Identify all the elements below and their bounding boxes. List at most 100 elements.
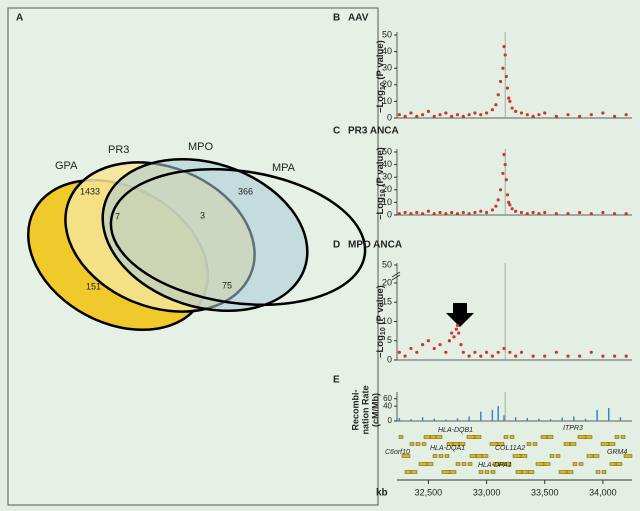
- gene-block: [484, 470, 490, 474]
- gene-block: [532, 442, 538, 446]
- arrow: [446, 303, 474, 327]
- y-tick-label: 40: [383, 401, 392, 410]
- y-tick-label: 40: [382, 159, 392, 169]
- gene-block: [441, 470, 451, 474]
- gene-block: [546, 435, 554, 439]
- point: [525, 113, 529, 117]
- gene-label: HLA-DQB1: [438, 427, 473, 434]
- point: [624, 113, 628, 117]
- set-label: GPA: [55, 160, 78, 172]
- gene-block: [595, 470, 601, 474]
- point: [415, 114, 419, 118]
- gene-block: [614, 435, 620, 439]
- gene-block: [620, 435, 626, 439]
- point: [444, 212, 448, 216]
- gene-block: [601, 470, 607, 474]
- gene-label: C6orf10: [385, 449, 410, 456]
- point: [504, 74, 508, 79]
- gene-block: [446, 442, 454, 446]
- point: [519, 111, 524, 115]
- gene-block: [592, 454, 600, 458]
- point: [503, 53, 507, 57]
- point: [403, 210, 407, 215]
- gene-block: [418, 462, 428, 466]
- point: [455, 323, 460, 327]
- gene-block: [549, 454, 555, 458]
- x-tick-label: 34,000: [589, 487, 617, 497]
- y-axis-label: –Log10 (P value): [375, 40, 387, 113]
- y-axis-label: Recombi-: [350, 389, 360, 430]
- point: [397, 113, 401, 117]
- gene-block: [558, 470, 568, 474]
- gene-block: [503, 435, 509, 439]
- gene-block: [410, 470, 418, 474]
- point: [397, 350, 401, 354]
- y-tick-label: 50: [382, 146, 392, 156]
- panel-label: E: [333, 375, 340, 386]
- panel-label: C: [333, 126, 340, 137]
- point: [525, 212, 529, 216]
- point: [403, 354, 407, 358]
- point: [461, 114, 465, 118]
- point: [444, 111, 448, 115]
- point: [566, 212, 570, 216]
- gene-block: [467, 462, 473, 466]
- gene-block: [492, 462, 500, 466]
- y-tick-label: 5: [387, 335, 392, 345]
- set-label: MPO: [188, 141, 214, 153]
- y-tick-label: 20: [382, 79, 392, 89]
- gene-block: [577, 435, 587, 439]
- gene-block: [435, 435, 443, 439]
- point: [494, 103, 498, 107]
- y-tick-label: 20: [382, 277, 392, 287]
- y-tick-label: 10: [382, 96, 392, 106]
- point: [450, 210, 454, 215]
- point: [543, 210, 547, 215]
- gene-block: [609, 462, 617, 466]
- gene-block: [569, 442, 577, 446]
- point: [601, 354, 605, 358]
- point: [531, 354, 535, 358]
- gene-block: [578, 462, 584, 466]
- point: [415, 350, 419, 354]
- set-label: PR3: [108, 144, 129, 156]
- gene-block: [404, 470, 412, 474]
- x-axis-label: kb: [376, 488, 388, 499]
- point: [473, 210, 477, 215]
- point: [624, 354, 628, 358]
- gene-block: [586, 454, 594, 458]
- point: [502, 152, 506, 157]
- gene-block: [429, 435, 437, 439]
- point: [554, 212, 558, 216]
- y-tick-label: 10: [382, 316, 392, 326]
- point: [502, 346, 506, 351]
- point: [397, 212, 401, 216]
- y-tick-label: 50: [382, 259, 392, 269]
- point: [473, 350, 477, 354]
- gene-block: [461, 462, 467, 466]
- point: [537, 113, 541, 117]
- point: [578, 114, 582, 118]
- y-tick-label: 20: [382, 184, 392, 194]
- panel-label: A: [16, 13, 23, 24]
- point: [531, 114, 535, 118]
- venn-diagram: [27, 157, 367, 332]
- point: [566, 113, 570, 117]
- gene-block: [432, 454, 438, 458]
- point: [490, 108, 494, 112]
- gene-block: [535, 462, 545, 466]
- point: [409, 111, 413, 115]
- point: [504, 178, 508, 182]
- point: [473, 111, 477, 115]
- point: [403, 114, 407, 118]
- point: [508, 99, 512, 103]
- gene-block: [600, 442, 610, 446]
- y-axis-label-part: 10: [380, 327, 387, 335]
- gene-block: [623, 454, 633, 458]
- gene-block: [409, 442, 415, 446]
- point: [503, 163, 507, 167]
- y-tick-label: 30: [382, 63, 392, 73]
- point: [467, 212, 471, 216]
- gene-block: [527, 470, 535, 474]
